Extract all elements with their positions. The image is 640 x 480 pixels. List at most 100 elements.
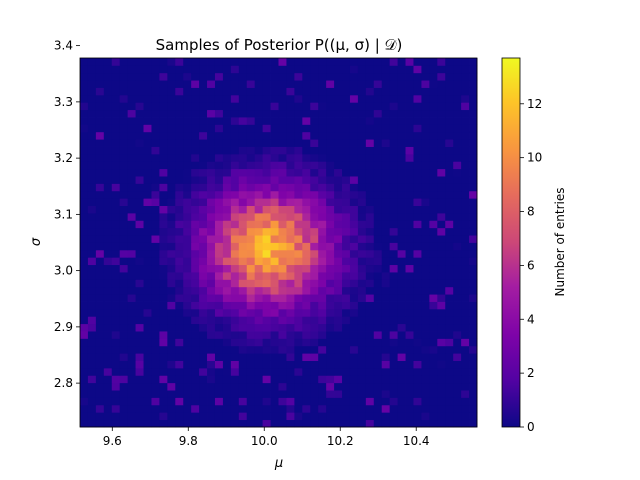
heatmap-cell: [461, 227, 470, 236]
heatmap-cell: [373, 404, 383, 413]
heatmap-cell: [262, 212, 271, 221]
heatmap-cell: [119, 242, 129, 251]
heatmap-cell: [111, 345, 121, 354]
heatmap-cell: [373, 323, 383, 332]
heatmap-cell: [207, 168, 216, 177]
heatmap-cell: [302, 331, 311, 339]
heatmap-cell: [111, 153, 121, 162]
heatmap-cell: [230, 316, 240, 325]
heatmap-cell: [278, 308, 287, 317]
heatmap-cell: [270, 153, 279, 162]
heatmap-cell: [318, 72, 327, 81]
heatmap-cell: [413, 212, 422, 221]
heatmap-cell: [262, 316, 271, 325]
heatmap-cell: [95, 58, 105, 66]
heatmap-cell: [389, 139, 398, 147]
heatmap-cell: [310, 58, 319, 66]
heatmap-cell: [246, 190, 256, 199]
heatmap-cell: [151, 109, 160, 118]
x-tick-label: 10.2: [327, 434, 354, 448]
heatmap-cell: [127, 124, 136, 133]
heatmap-cell: [397, 404, 406, 413]
heatmap-cell: [342, 235, 351, 243]
heatmap-cell: [413, 323, 422, 332]
heatmap-cell: [437, 102, 446, 111]
heatmap-cell: [381, 308, 391, 317]
heatmap-cell: [167, 80, 176, 88]
heatmap-cell: [286, 249, 295, 258]
heatmap-cell: [421, 390, 430, 398]
heatmap-cell: [191, 397, 200, 406]
heatmap-cell: [103, 345, 113, 354]
heatmap-cell: [310, 412, 319, 421]
heatmap-cell: [437, 375, 446, 384]
heatmap-cell: [167, 390, 176, 398]
heatmap-cell: [469, 153, 478, 162]
heatmap-cell: [159, 72, 168, 81]
heatmap-cell: [349, 146, 359, 155]
heatmap-cell: [183, 212, 192, 221]
heatmap-cell: [381, 242, 391, 251]
heatmap-cell: [199, 286, 208, 295]
heatmap-cell: [413, 331, 422, 339]
heatmap-cell: [199, 109, 208, 118]
heatmap-cell: [310, 153, 319, 162]
heatmap-cell: [278, 220, 287, 229]
heatmap-cell: [167, 65, 176, 74]
heatmap-cell: [262, 227, 271, 236]
heatmap-cell: [373, 198, 383, 206]
heatmap-cell: [214, 146, 224, 155]
heatmap-cell: [246, 109, 256, 118]
heatmap-cell: [230, 294, 240, 302]
heatmap-cell: [175, 308, 184, 317]
heatmap-cell: [373, 249, 383, 258]
heatmap-cell: [421, 404, 430, 413]
heatmap-cell: [183, 242, 192, 251]
heatmap-cell: [143, 301, 152, 310]
heatmap-cell: [143, 331, 152, 339]
heatmap-cell: [373, 212, 383, 221]
heatmap-cell: [262, 338, 271, 347]
heatmap-cell: [111, 146, 121, 155]
heatmap-cell: [357, 176, 367, 184]
heatmap-cell: [453, 212, 462, 221]
heatmap-cell: [429, 286, 438, 295]
heatmap-cell: [183, 249, 192, 258]
heatmap-cell: [405, 353, 414, 361]
heatmap-cell: [373, 272, 383, 280]
heatmap-cell: [199, 153, 208, 162]
heatmap-cell: [230, 390, 240, 398]
heatmap-cell: [357, 65, 367, 74]
heatmap-cell: [111, 264, 121, 273]
heatmap-cell: [294, 102, 303, 111]
heatmap-cell: [270, 139, 279, 147]
heatmap-cell: [143, 390, 152, 398]
heatmap-cell: [342, 72, 351, 81]
heatmap-cell: [167, 131, 176, 140]
heatmap-cell: [453, 80, 462, 88]
heatmap-cell: [214, 301, 224, 310]
heatmap-cell: [453, 117, 462, 125]
heatmap-cell: [80, 65, 89, 74]
heatmap-cell: [286, 109, 295, 118]
heatmap-cell: [437, 353, 446, 361]
heatmap-cell: [191, 375, 200, 384]
heatmap-cell: [254, 360, 264, 369]
heatmap-cell: [349, 176, 359, 184]
heatmap-cell: [119, 146, 129, 155]
heatmap-cell: [262, 58, 271, 66]
heatmap-cell: [143, 412, 152, 421]
heatmap-cell: [167, 139, 176, 147]
heatmap-cell: [453, 102, 462, 111]
heatmap-cell: [175, 242, 184, 251]
heatmap-cell: [365, 65, 375, 74]
heatmap-cell: [246, 87, 256, 96]
heatmap-cell: [238, 397, 248, 406]
heatmap-cell: [103, 161, 113, 170]
heatmap-cell: [429, 176, 438, 184]
heatmap-cell: [159, 124, 168, 133]
heatmap-cell: [326, 360, 335, 369]
heatmap-cell: [175, 257, 184, 266]
heatmap-cell: [349, 117, 359, 125]
heatmap-cell: [214, 80, 224, 88]
